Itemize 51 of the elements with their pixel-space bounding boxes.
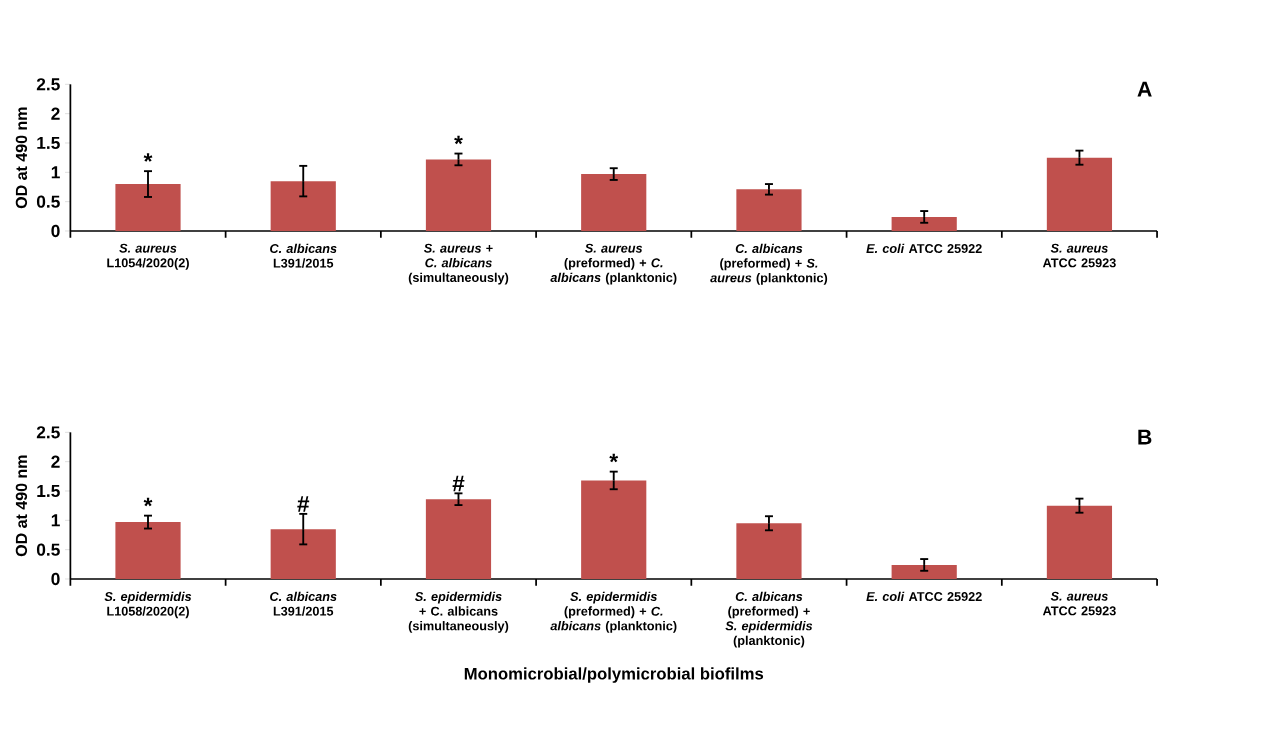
x-tick-label: C. albicans L391/2015 bbox=[270, 243, 337, 268]
category-label: S. epidermidis (preformed) + C. albicans (planktonic) bbox=[550, 591, 677, 633]
y-tick-label: 2.5 bbox=[36, 426, 60, 439]
y-tick-label: 0.5 bbox=[36, 543, 60, 556]
bar bbox=[736, 189, 802, 231]
y-tick-label: 1 bbox=[51, 166, 60, 179]
annotation: * bbox=[609, 453, 619, 463]
y-tick-label: 0.5 bbox=[36, 195, 60, 208]
annotation: * bbox=[143, 497, 153, 507]
bar bbox=[1046, 157, 1113, 231]
annotation: * bbox=[454, 135, 463, 145]
x-tick-label: C. albicans (preformed) + S. epidermidis (planktonic) bbox=[725, 591, 813, 648]
annotation: # bbox=[452, 475, 465, 492]
x-tick-label: S. aureus ATCC 25923 bbox=[1042, 243, 1116, 268]
x-tick-label: C. albicans L391/2015 bbox=[270, 591, 337, 616]
x-tick-label: S. aureus L1054/2020(2) bbox=[107, 243, 189, 270]
y-tick-label: 1.5 bbox=[37, 136, 60, 150]
y-tick-label: 0 bbox=[51, 572, 60, 586]
annotation: A bbox=[1137, 81, 1152, 97]
bar bbox=[1046, 505, 1113, 579]
x-tick-label: E. coli ATCC 25922 bbox=[866, 591, 982, 602]
y-tick-label: 2 bbox=[51, 455, 60, 468]
category-label: C. albicans (preformed) + S. aureus (planktonic) bbox=[710, 243, 828, 285]
bar bbox=[115, 522, 181, 579]
y-tick-label: 1.5 bbox=[37, 484, 60, 498]
bar bbox=[891, 564, 957, 579]
annotation: # bbox=[297, 496, 310, 512]
bar bbox=[425, 499, 492, 579]
annotation: B bbox=[1138, 429, 1152, 445]
x-tick-label: S. epidermidis L1058/2020(2) bbox=[104, 591, 192, 619]
bar bbox=[581, 174, 647, 231]
bar bbox=[581, 480, 647, 579]
y-axis-title: OD at 490 nm bbox=[15, 107, 28, 209]
bar bbox=[115, 184, 181, 231]
x-tick-label: S. epidermidis + C. albicans (simultaneously) bbox=[408, 591, 509, 633]
bar bbox=[270, 181, 336, 231]
x-tick-label: S. aureus + C. albicans (simultaneously) bbox=[408, 243, 509, 285]
bar bbox=[425, 159, 492, 231]
y-axis-title: OD at 490 nm bbox=[15, 455, 28, 557]
annotation: * bbox=[143, 153, 153, 162]
y-tick-label: 1 bbox=[51, 514, 60, 527]
x-axis-title: Monomicrobial/polymicrobial biofilms bbox=[464, 667, 764, 683]
category-label: S. aureus (preformed) + C. albicans (planktonic) bbox=[550, 243, 677, 285]
x-tick-label: E. coli ATCC 25922 bbox=[866, 243, 982, 254]
bar bbox=[891, 216, 957, 231]
y-tick-label: 2 bbox=[51, 107, 60, 120]
bar bbox=[270, 529, 336, 579]
y-tick-label: 0 bbox=[51, 224, 60, 238]
bar bbox=[736, 523, 802, 579]
y-tick-label: 2.5 bbox=[36, 78, 60, 91]
x-tick-label: S. aureus ATCC 25923 bbox=[1042, 591, 1116, 616]
